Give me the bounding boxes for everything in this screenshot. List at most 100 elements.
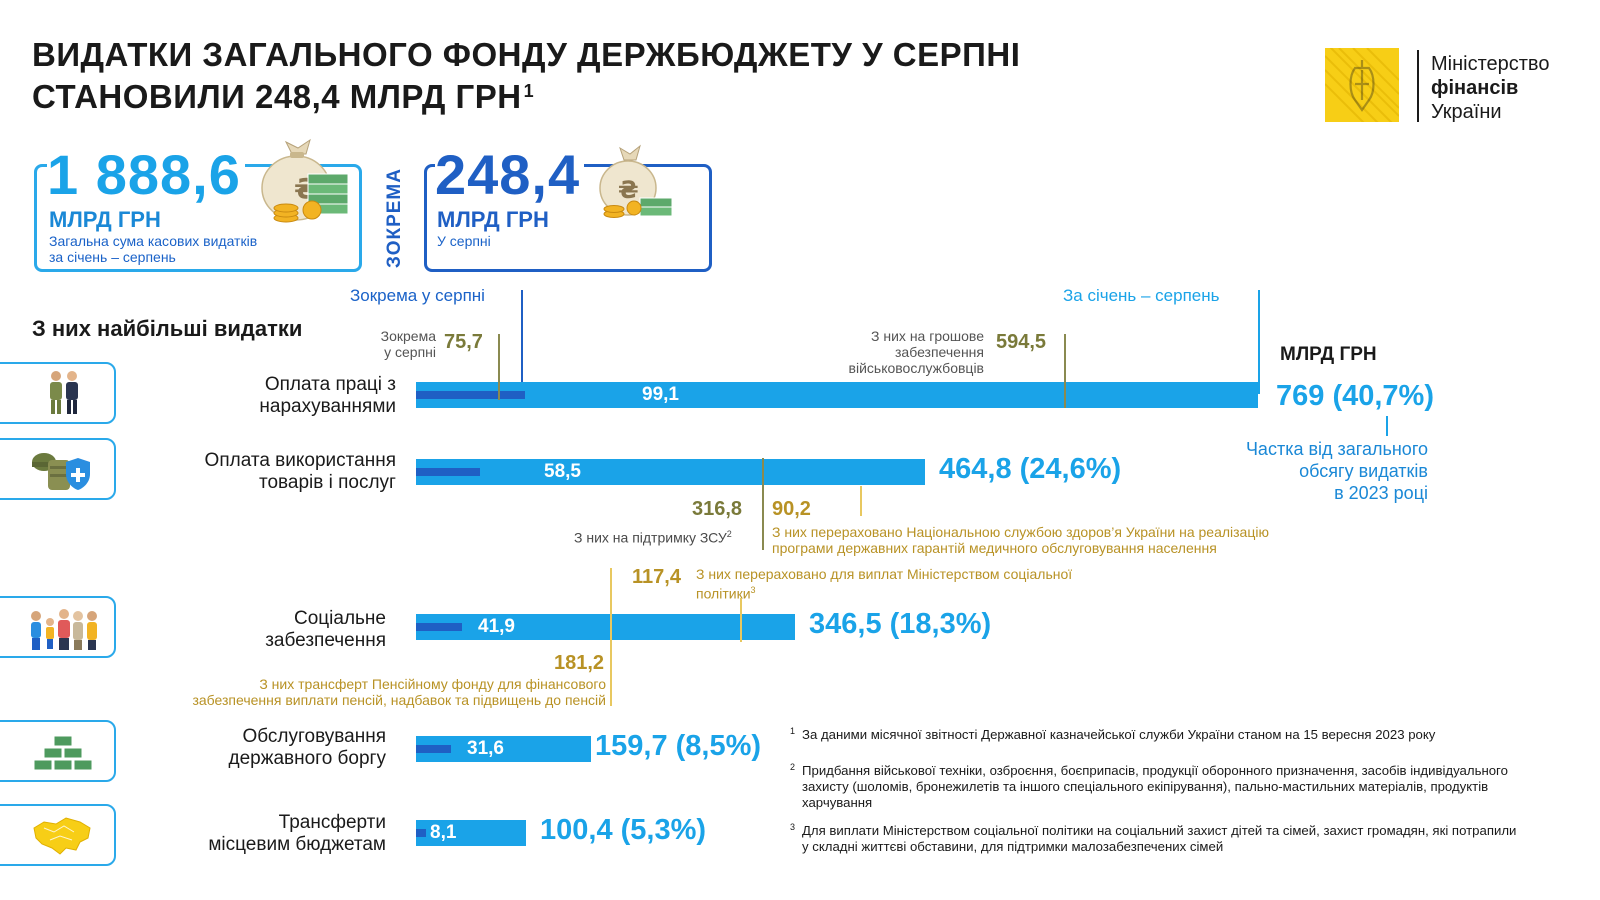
goods-health-label: З них перераховано Національною службою … <box>772 524 1269 556</box>
social-min-label: З них перераховано для виплат Міністерст… <box>696 566 1072 602</box>
bar-total-label-transfers: 100,4 (5,3%) <box>540 814 707 846</box>
salary-month-label-line-2: у серпні <box>384 344 436 360</box>
goods-zsu-label: З них на підтримку ЗСУ2 <box>574 526 732 546</box>
bar-month-social <box>416 623 462 631</box>
bar-total-goods <box>416 459 925 485</box>
category-social-line-1: Соціальне <box>293 608 386 629</box>
svg-text:₴: ₴ <box>618 176 639 204</box>
category-tab-social <box>0 596 116 658</box>
logo-divider <box>1417 50 1419 122</box>
share-note-connector <box>1386 416 1388 436</box>
total-desc-line-2: за січень – серпень <box>49 249 176 265</box>
money-bag-small-icon: ₴ <box>599 144 673 218</box>
separator-text: ЗОКРЕМА <box>384 168 405 268</box>
category-label-transfers: Трансферти місцевим бюджетам <box>150 812 386 856</box>
bar-month-value-goods: 58,5 <box>544 461 581 482</box>
salary-military-label-line-1: З них на грошове <box>871 328 984 344</box>
social-pension-value: 181,2 <box>554 652 605 674</box>
social-pension-label: З них трансферт Пенсійному фонду для фін… <box>140 676 606 708</box>
social-min-footnote-mark: 3 <box>750 585 756 595</box>
category-salary-line-1: Оплата праці з <box>264 374 396 395</box>
title-line-2: СТАНОВИЛИ 248,4 МЛРД ГРН <box>32 78 522 115</box>
title-footnote-mark: 1 <box>523 81 535 101</box>
category-social-line-2: забезпечення <box>265 630 386 651</box>
footnote-3-text: Для виплати Міністерством соціальної пол… <box>802 823 1517 854</box>
bar-total-label-goods: 464,8 (24,6%) <box>939 453 1122 485</box>
legend-month-label: Зокрема у серпні <box>350 286 485 305</box>
legend-month-line <box>521 290 523 396</box>
goods-health-value: 90,2 <box>772 498 811 520</box>
bar-month-value-debt: 31,6 <box>467 738 504 759</box>
share-note-line-2: обсягу видатків <box>1299 461 1428 481</box>
salary-military-label-line-3: військовослужбовців <box>848 360 984 376</box>
total-summary-box: 1 888,6 МЛРД ГРН Загальна сума касових в… <box>34 147 362 272</box>
salary-military-marker <box>1064 334 1066 408</box>
category-label-debt: Обслуговування державного боргу <box>170 726 386 770</box>
social-min-value: 117,4 <box>632 566 681 588</box>
goods-zsu-marker <box>762 458 764 550</box>
category-tab-debt <box>0 720 116 782</box>
total-value: 1 888,6 <box>47 147 245 203</box>
social-pension-marker <box>610 568 612 706</box>
share-note-line-3: в 2023 році <box>1334 483 1428 503</box>
goods-zsu-footnote-mark: 2 <box>726 529 732 539</box>
salary-month-value: 75,7 <box>444 331 483 353</box>
bar-total-salary <box>416 382 1258 408</box>
trident-emblem-icon <box>1324 41 1400 131</box>
goods-zsu-value: 316,8 <box>692 498 743 520</box>
bar-month-goods <box>416 468 480 476</box>
social-pension-line-1: З них трансферт Пенсійному фонду для фін… <box>259 676 606 692</box>
bar-month-value-transfers: 8,1 <box>430 822 457 843</box>
bar-total-label-salary: 769 (40,7%) <box>1276 380 1434 412</box>
share-note: Частка від загального обсягу видатків в … <box>1210 438 1428 504</box>
category-tab-salary <box>0 362 116 424</box>
category-tab-goods <box>0 438 116 500</box>
ukraine-map-icon <box>33 817 91 855</box>
footnote-2-mark: 2 <box>790 762 796 772</box>
salary-month-label-line-1: Зокрема <box>380 328 436 344</box>
page-title: ВИДАТКИ ЗАГАЛЬНОГО ФОНДУ ДЕРЖБЮДЖЕТУ У С… <box>32 34 1020 118</box>
logo-line-3: України <box>1431 101 1502 123</box>
bar-month-transfers <box>416 829 426 837</box>
category-salary-line-2: нарахуваннями <box>259 396 396 417</box>
goods-health-line-1: З них перераховано Національною службою … <box>772 524 1269 540</box>
category-label-salary: Оплата праці з нарахуваннями <box>180 374 396 418</box>
category-transfers-line-1: Трансферти <box>278 812 386 833</box>
goods-health-marker <box>860 486 862 516</box>
bar-total-label-debt: 159,7 (8,5%) <box>595 730 762 762</box>
unit-header: МЛРД ГРН <box>1280 344 1377 365</box>
ministry-logo: Міністерство фінансів України <box>1324 41 1595 131</box>
category-label-social: Соціальне забезпечення <box>200 608 386 652</box>
logo-line-2: фінансів <box>1431 77 1519 99</box>
category-goods-line-2: товарів і послуг <box>258 472 396 493</box>
salary-month-label: Зокрема у серпні <box>350 328 436 360</box>
family-icon <box>31 609 97 650</box>
money-bag-large-icon: ₴ <box>261 138 349 223</box>
bar-month-debt <box>416 745 451 753</box>
month-summary-box: 248,4 МЛРД ГРН У серпні <box>424 147 712 272</box>
separator-label: ЗОКРЕМА <box>383 164 407 272</box>
military-gear-icon <box>32 453 90 490</box>
legend-period-label: За січень – серпень <box>1063 286 1220 305</box>
share-note-line-1: Частка від загального <box>1245 439 1428 459</box>
social-min-line-1: З них перераховано для виплат Міністерст… <box>696 566 1073 582</box>
bar-month-value-salary: 99,1 <box>642 384 679 405</box>
category-goods-line-1: Оплата використання <box>204 450 396 471</box>
title-line-1: ВИДАТКИ ЗАГАЛЬНОГО ФОНДУ ДЕРЖБЮДЖЕТУ У С… <box>32 36 1021 73</box>
total-unit: МЛРД ГРН <box>49 207 161 232</box>
social-min-marker <box>740 598 742 642</box>
total-description: Загальна сума касових видатків за січень… <box>49 233 257 265</box>
salary-military-label-line-2: забезпечення <box>895 344 984 360</box>
legend-period-line <box>1258 290 1260 394</box>
category-transfers-line-2: місцевим бюджетам <box>208 834 386 855</box>
money-stack-icon <box>33 735 93 771</box>
bar-total-label-social: 346,5 (18,3%) <box>809 608 992 640</box>
month-unit: МЛРД ГРН <box>437 207 549 232</box>
month-value: 248,4 <box>435 147 585 203</box>
month-description: У серпні <box>437 233 491 249</box>
bar-total-social <box>416 614 795 640</box>
bar-total-transfers <box>416 820 526 846</box>
salary-month-marker <box>498 334 500 400</box>
category-debt-line-2: державного боргу <box>228 748 386 769</box>
category-debt-line-1: Обслуговування <box>242 726 386 747</box>
